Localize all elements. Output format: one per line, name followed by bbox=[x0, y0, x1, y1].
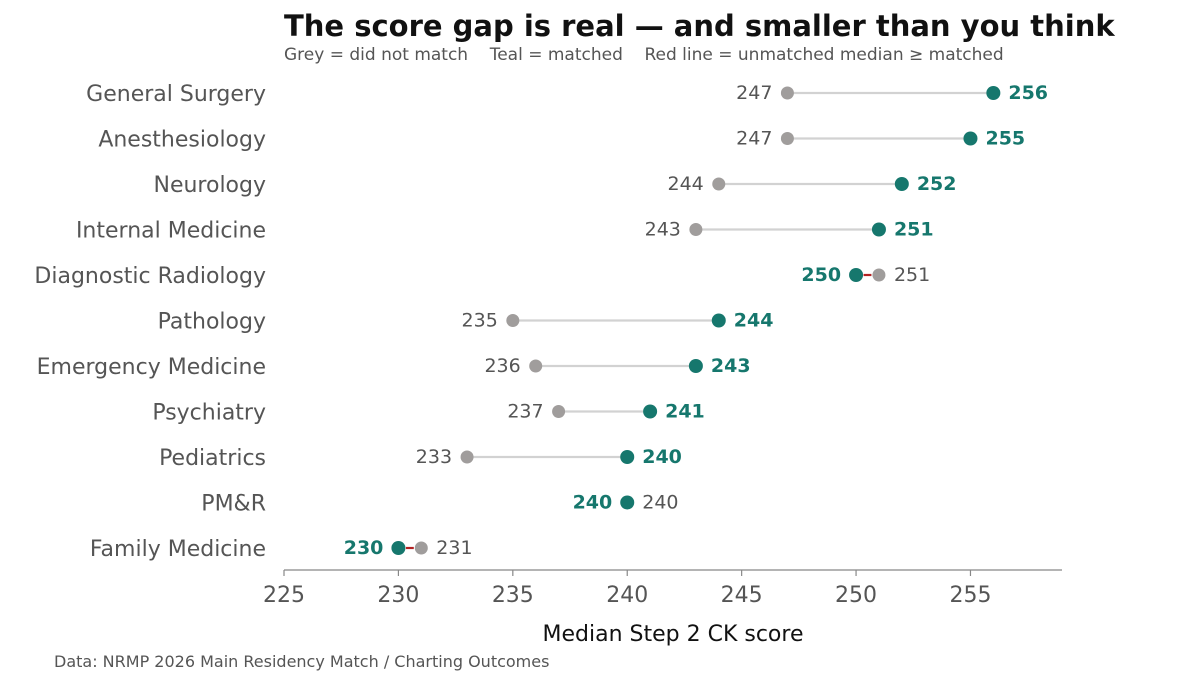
category-label: Psychiatry bbox=[152, 401, 266, 426]
unmatched-value-label: 247 bbox=[736, 82, 772, 104]
matched-value-label: 241 bbox=[665, 401, 705, 423]
x-tick-label: 250 bbox=[835, 583, 877, 608]
unmatched-value-label: 251 bbox=[894, 264, 930, 286]
unmatched-dot bbox=[780, 132, 794, 145]
matched-value-label: 244 bbox=[734, 310, 774, 332]
category-label: Diagnostic Radiology bbox=[34, 264, 266, 289]
x-tick-label: 235 bbox=[492, 583, 534, 608]
unmatched-dot bbox=[872, 268, 886, 282]
category-label: Internal Medicine bbox=[76, 219, 266, 244]
matched-dot bbox=[620, 495, 635, 510]
unmatched-value-label: 240 bbox=[642, 492, 678, 514]
matched-value-label: 255 bbox=[985, 128, 1025, 150]
unmatched-value-label: 233 bbox=[416, 446, 452, 468]
category-labels: General Surgery Anesthesiology Neurology In… bbox=[34, 82, 266, 562]
unmatched-dot bbox=[529, 359, 543, 373]
unmatched-dot bbox=[780, 86, 794, 100]
unmatched-value-label: 236 bbox=[484, 355, 520, 377]
x-tick-label: 255 bbox=[949, 583, 991, 608]
matched-dot bbox=[711, 313, 726, 328]
x-tick-label: 240 bbox=[606, 583, 648, 608]
matched-value-label: 230 bbox=[344, 537, 384, 559]
matched-value-label: 243 bbox=[711, 355, 751, 377]
unmatched-value-label: 231 bbox=[436, 537, 472, 559]
matched-dot bbox=[871, 222, 886, 237]
matched-value-label: 250 bbox=[801, 264, 841, 286]
matched-value-label: 251 bbox=[894, 219, 934, 241]
matched-dot bbox=[391, 541, 406, 555]
connector-lines bbox=[405, 91, 994, 550]
matched-dot bbox=[849, 268, 864, 282]
matched-dot bbox=[688, 359, 703, 373]
matched-dot bbox=[643, 404, 658, 419]
category-label: Pediatrics bbox=[159, 446, 266, 471]
matched-value-label: 256 bbox=[1008, 82, 1048, 104]
chart-subtitle: Grey = did not match Teal = matched Red … bbox=[284, 45, 1004, 65]
source-note: Data: NRMP 2026 Main Residency Match / C… bbox=[54, 652, 549, 671]
matched-value-label: 252 bbox=[917, 173, 957, 195]
category-label: Neurology bbox=[153, 173, 266, 198]
unmatched-dot bbox=[689, 223, 703, 236]
unmatched-dot bbox=[712, 177, 726, 191]
category-label: Family Medicine bbox=[90, 537, 266, 562]
unmatched-dot bbox=[460, 450, 474, 464]
dot-markers bbox=[391, 86, 1001, 555]
unmatched-value-label: 247 bbox=[736, 128, 772, 150]
unmatched-value-label: 237 bbox=[507, 401, 543, 423]
category-label: Anesthesiology bbox=[98, 128, 266, 153]
matched-dot bbox=[986, 86, 1001, 100]
category-label: PM&R bbox=[201, 492, 266, 517]
matched-dot bbox=[963, 131, 978, 146]
unmatched-dot bbox=[506, 314, 520, 327]
x-tick-label: 245 bbox=[721, 583, 763, 608]
x-tick-label: 230 bbox=[377, 583, 419, 608]
category-label: Emergency Medicine bbox=[37, 355, 266, 380]
unmatched-dot bbox=[552, 405, 566, 418]
x-tick-label: 225 bbox=[263, 583, 305, 608]
unmatched-value-label: 243 bbox=[645, 219, 681, 241]
category-label: Pathology bbox=[158, 310, 266, 335]
unmatched-value-label: 235 bbox=[462, 310, 498, 332]
unmatched-value-label: 244 bbox=[667, 173, 703, 195]
x-axis: 225 230 235 240 245 250 255 bbox=[263, 569, 1062, 608]
x-axis-title: Median Step 2 CK score bbox=[543, 622, 804, 647]
matched-dot bbox=[620, 450, 635, 464]
unmatched-dot bbox=[414, 541, 428, 555]
matched-dot bbox=[894, 177, 909, 191]
value-labels: 247 256 247 255 244 252 243 251 251 250 235 244 236 2… bbox=[344, 82, 1048, 559]
matched-value-label: 240 bbox=[642, 446, 682, 468]
matched-value-label: 240 bbox=[573, 492, 613, 514]
chart-title: The score gap is real — and smaller than… bbox=[284, 9, 1115, 43]
category-label: General Surgery bbox=[86, 82, 266, 107]
